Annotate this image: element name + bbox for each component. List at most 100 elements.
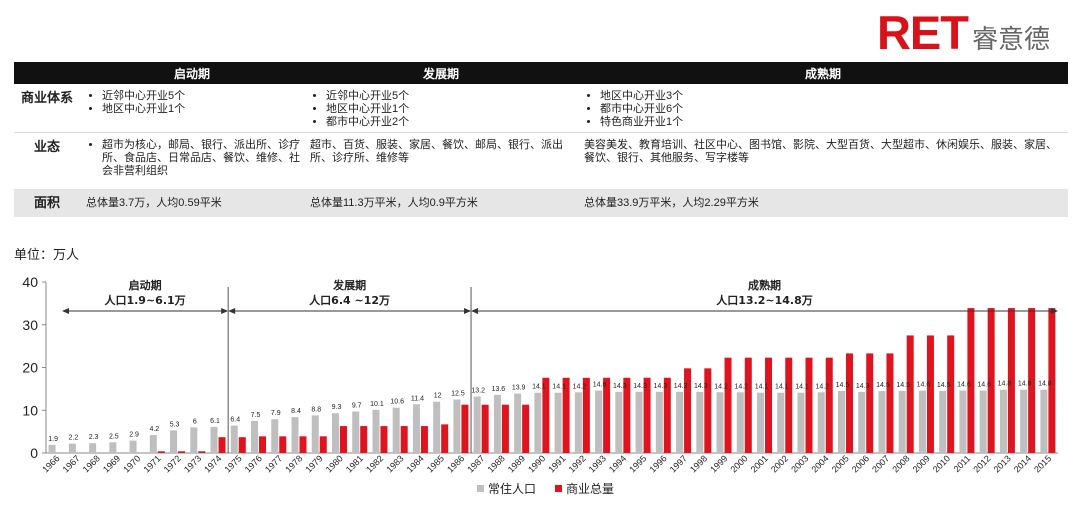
- population-data-label: 14.6: [593, 382, 607, 389]
- population-data-label: 8.4: [291, 408, 301, 415]
- commercial-bar: [542, 377, 550, 453]
- population-bar: [453, 399, 461, 453]
- population-bar: [210, 426, 218, 453]
- population-data-label: 4.2: [149, 426, 159, 433]
- population-bar: [230, 425, 238, 453]
- population-bar: [777, 392, 785, 453]
- commercial-bar: [886, 353, 894, 453]
- x-tick-label: 1977: [263, 453, 284, 474]
- population-bar: [271, 419, 279, 453]
- commercial-bar: [845, 353, 853, 453]
- x-tick-label: 2000: [728, 453, 749, 474]
- row-label-commercial-system: 商业体系: [20, 90, 73, 105]
- commercial-bar: [643, 377, 651, 453]
- population-data-label: 9.3: [332, 404, 342, 411]
- list-item: 超市为核心，邮局、银行、派出所、诊疗所、食品店、日常品店、餐饮、维修、社会非营利…: [102, 139, 300, 178]
- population-bar: [837, 391, 845, 453]
- population-data-label: 1.9: [48, 436, 58, 443]
- x-tick-label: 1987: [465, 453, 486, 474]
- population-bar: [757, 392, 765, 453]
- x-tick-label: 1978: [283, 453, 304, 474]
- population-bar: [878, 391, 886, 453]
- y-tick-label: 10: [22, 402, 38, 418]
- commercial-bar: [1028, 308, 1036, 453]
- legend-swatch: [555, 485, 562, 492]
- population-data-label: 6.4: [230, 417, 240, 424]
- population-data-label: 9.7: [352, 403, 362, 410]
- population-data-label: 14.5: [876, 382, 890, 389]
- commercial-bar: [785, 357, 793, 453]
- cell-system-mature: 地区中心开业3个 都市中心开业6个 特色商业开业1个: [578, 84, 1068, 132]
- population-bar: [817, 392, 825, 453]
- list-item: 近邻中心开业5个: [102, 90, 300, 103]
- x-tick-label: 1980: [324, 453, 345, 474]
- commercial-bar: [623, 377, 631, 453]
- x-tick-label: 1967: [61, 453, 82, 474]
- x-tick-label: 2008: [890, 453, 911, 474]
- header-mature: 成熟期: [804, 66, 841, 81]
- commercial-bar: [906, 335, 914, 453]
- population-data-label: 14.2: [714, 383, 728, 390]
- x-tick-label: 1992: [567, 453, 588, 474]
- x-tick-label: 2002: [769, 453, 790, 474]
- population-data-label: 12.5: [451, 391, 465, 398]
- x-tick-label: 1994: [607, 453, 628, 474]
- population-data-label: 8.8: [311, 406, 321, 413]
- x-tick-label: 1991: [546, 453, 567, 474]
- x-tick-label: 1973: [182, 453, 203, 474]
- population-data-label: 6: [193, 418, 197, 425]
- commercial-bar: [805, 357, 813, 453]
- commercial-bar: [218, 437, 226, 453]
- x-tick-label: 2012: [971, 453, 992, 474]
- x-tick-label: 2006: [850, 453, 871, 474]
- population-bar: [68, 443, 76, 453]
- population-data-label: 14.3: [654, 383, 668, 390]
- x-tick-label: 2015: [1032, 453, 1053, 474]
- x-tick-label: 1989: [506, 453, 527, 474]
- x-tick-label: 1988: [486, 453, 507, 474]
- population-data-label: 6.1: [210, 418, 220, 425]
- table-row-formats: 业态 超市为核心，邮局、银行、派出所、诊疗所、食品店、日常品店、餐饮、维修、社会…: [14, 133, 1068, 183]
- population-bar: [736, 392, 744, 453]
- commercial-bar: [299, 436, 307, 453]
- population-data-label: 14.1: [775, 384, 789, 391]
- unit-label: 单位：万人: [14, 247, 80, 262]
- cell-system-development: 近邻中心开业5个 地区中心开业1个 都市中心开业2个: [304, 84, 578, 132]
- x-tick-label: 1990: [526, 453, 547, 474]
- population-data-label: 14.2: [573, 383, 587, 390]
- commercial-bar: [157, 451, 165, 453]
- phase-arrow-left: [62, 308, 69, 314]
- population-data-label: 14.1: [795, 384, 809, 391]
- population-bar: [979, 390, 987, 453]
- row-label-formats: 业态: [33, 139, 60, 154]
- commercial-bar: [380, 426, 388, 453]
- phase-arrow-left: [228, 308, 236, 314]
- population-data-label: 7.5: [251, 412, 261, 419]
- list-item: 地区中心开业3个: [600, 90, 1064, 103]
- population-data-label: 14.8: [1018, 381, 1032, 388]
- list-item: 都市中心开业6个: [600, 103, 1064, 116]
- commercial-bar: [663, 377, 671, 453]
- population-bar: [918, 390, 926, 453]
- ret-logo: RET 睿意德: [877, 8, 1050, 56]
- commercial-bar: [279, 436, 287, 453]
- commercial-bar: [825, 357, 833, 453]
- population-data-label: 14.1: [532, 384, 546, 391]
- population-bar: [595, 390, 603, 453]
- population-bar: [858, 391, 866, 453]
- population-data-label: 14.2: [734, 383, 748, 390]
- commercial-bar: [684, 368, 692, 453]
- population-bar: [514, 393, 522, 453]
- commercial-bar: [522, 404, 530, 453]
- population-data-label: 14.1: [552, 384, 566, 391]
- population-data-label: 14.5: [896, 382, 910, 389]
- population-data-label: 14.3: [856, 383, 870, 390]
- population-bar: [797, 392, 805, 453]
- x-tick-label: 1971: [141, 453, 162, 474]
- x-tick-label: 2005: [830, 453, 851, 474]
- population-bar: [149, 435, 157, 453]
- phase-arrow-right: [464, 308, 472, 314]
- list-item: 特色商业开业1个: [600, 116, 1064, 129]
- commercial-bar: [1048, 308, 1056, 453]
- population-bar: [999, 389, 1007, 453]
